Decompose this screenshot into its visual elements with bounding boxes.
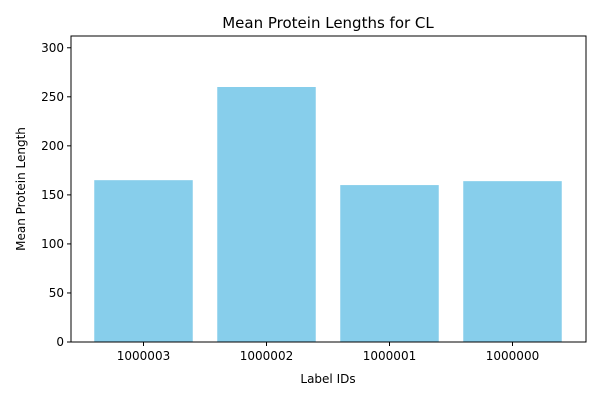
x-tick-label: 1000001 [363,349,416,363]
x-axis-label: Label IDs [300,372,355,386]
bar-1000002 [217,87,316,342]
x-tick-label: 1000002 [240,349,293,363]
y-tick-label: 50 [49,286,64,300]
plot-frame [70,35,587,343]
y-tick-label: 300 [41,41,64,55]
x-tick-label: 1000003 [117,349,170,363]
y-tick-label: 0 [56,335,64,349]
bars-group [94,87,562,342]
chart-title: Mean Protein Lengths for CL [222,14,434,32]
y-axis: 0 50 100 150 200 250 300 [41,41,71,349]
bar-1000001 [340,185,439,342]
y-axis-label: Mean Protein Length [14,127,28,251]
bar-1000000 [463,181,562,342]
y-tick-label: 150 [41,188,64,202]
y-tick-label: 200 [41,139,64,153]
y-tick-label: 250 [41,90,64,104]
y-tick-label: 100 [41,237,64,251]
x-axis: 1000003 1000002 1000001 1000000 [117,342,539,363]
x-tick-label: 1000000 [486,349,539,363]
bar-1000003 [94,180,193,342]
